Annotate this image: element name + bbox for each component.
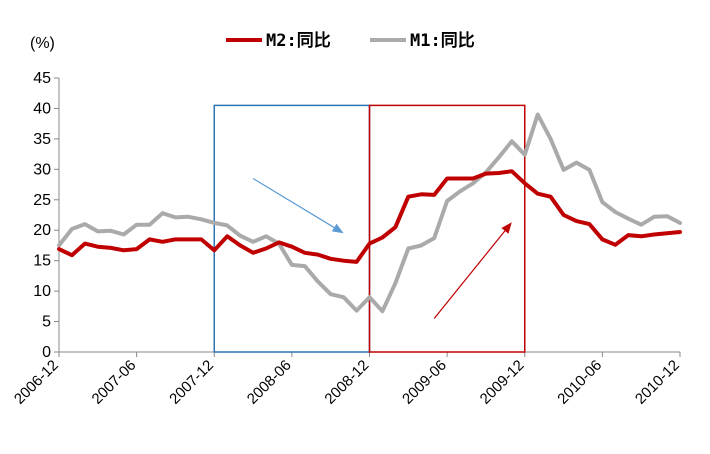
series-line-m1: [57, 112, 682, 314]
x-tick-label: 2008-06: [244, 357, 295, 408]
x-tick-label: 2010-06: [554, 357, 605, 408]
y-tick-label: 20: [33, 222, 51, 239]
x-tick-label: 2006-12: [11, 357, 62, 408]
y-unit-label: (%): [30, 35, 55, 52]
highlight-boxes: [213, 104, 526, 353]
y-tick-label: 40: [33, 100, 51, 117]
x-tick-label: 2010-12: [632, 357, 683, 408]
y-tick-label: 10: [33, 283, 51, 300]
y-axis: 0 5 10 15 20 25 30 35 40 45: [33, 70, 60, 361]
y-tick-label: 25: [33, 192, 51, 209]
y-tick-label: 15: [33, 253, 51, 270]
x-axis: 2006-12 2007-06 2007-12 2008-06 2008-12 2009-…: [11, 351, 683, 408]
legend: M2:同比 M1:同比: [226, 30, 475, 51]
trend-arrow-line-1: [252, 177, 335, 229]
y-tick-label: 30: [33, 161, 51, 178]
legend-label-m1: M1:同比: [410, 30, 475, 51]
x-tick-label: 2009-06: [399, 357, 450, 408]
y-tick-label: 35: [33, 131, 51, 148]
y-tick-label: 0: [42, 344, 51, 361]
x-tick-label: 2009-12: [477, 357, 528, 408]
y-tick-label: 45: [33, 70, 51, 87]
series-lines: [57, 112, 682, 314]
x-tick-label: 2007-06: [88, 357, 139, 408]
trend-arrow-head-1: [331, 223, 344, 234]
series-line-m2: [57, 169, 682, 264]
x-tick-label: 2007-12: [166, 357, 217, 408]
trend-arrows: [252, 177, 512, 319]
highlight-box-2: [368, 104, 526, 353]
x-tick-label: 2008-12: [321, 357, 372, 408]
y-tick-label: 5: [42, 314, 51, 331]
highlight-box-1: [213, 104, 371, 353]
legend-label-m2: M2:同比: [266, 30, 331, 51]
trend-arrow-head-2: [501, 222, 512, 234]
trend-arrow-line-2: [433, 230, 506, 319]
